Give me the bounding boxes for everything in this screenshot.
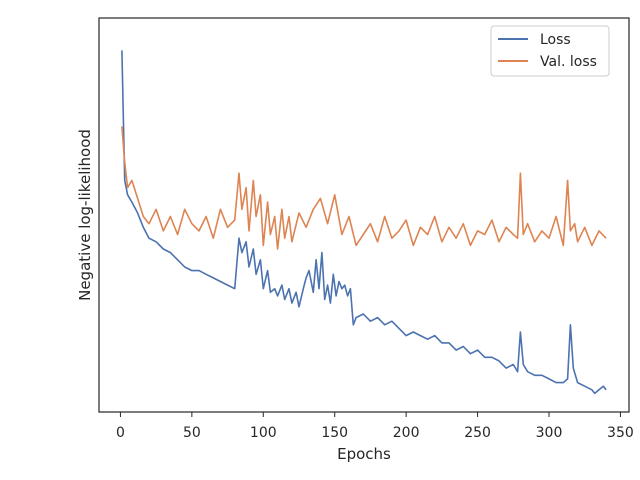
y-axis-label: Negative log-likelihood	[76, 129, 94, 301]
x-tick-label: 150	[321, 425, 348, 441]
series-line-loss	[121, 50, 607, 395]
x-tick-label: 0	[116, 425, 125, 441]
x-tick-label: 200	[393, 425, 420, 441]
legend-label-val-loss: Val. loss	[540, 54, 597, 70]
x-tick-label: 100	[250, 425, 277, 441]
x-tick-label: 350	[607, 425, 634, 441]
series-layer	[121, 50, 607, 395]
legend-label-loss: Loss	[540, 32, 571, 48]
x-axis-label: Epochs	[337, 445, 391, 463]
legend: Loss Val. loss	[490, 25, 610, 77]
x-tick-label: 250	[464, 425, 491, 441]
x-tick-label: 300	[536, 425, 563, 441]
x-tick-label: 50	[183, 425, 201, 441]
x-axis-ticks: 0 50 100 150 200 250 300 350	[116, 412, 634, 441]
series-line-val-loss	[121, 126, 607, 250]
plot-area-frame	[98, 17, 630, 413]
